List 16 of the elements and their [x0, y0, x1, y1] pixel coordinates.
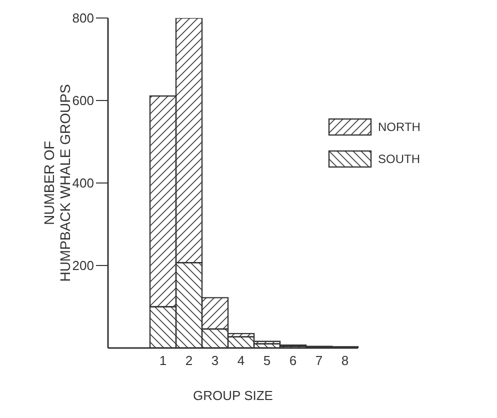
- x-tick-label: 8: [341, 353, 349, 368]
- x-tick-label: 1: [159, 353, 167, 368]
- y-tick-label: 200: [72, 258, 94, 274]
- y-tick-label: 600: [72, 93, 94, 108]
- y-tick-label: 800: [72, 10, 94, 26]
- x-tick-label: 3: [211, 353, 219, 368]
- x-tick-label: 2: [185, 353, 193, 368]
- x-axis-title: GROUP SIZE: [193, 388, 274, 403]
- legend-label: NORTH: [378, 120, 420, 134]
- x-tick-label: 7: [315, 353, 323, 368]
- y-axis-title: NUMBER OF HUMPBACK WHALE GROUPS: [41, 84, 73, 282]
- x-tick-label: 6: [289, 353, 297, 368]
- x-tick-label: 4: [237, 353, 245, 368]
- x-tick-label: 5: [263, 353, 271, 368]
- y-tick-label: 400: [72, 176, 94, 191]
- legend-label: SOUTH: [378, 152, 420, 166]
